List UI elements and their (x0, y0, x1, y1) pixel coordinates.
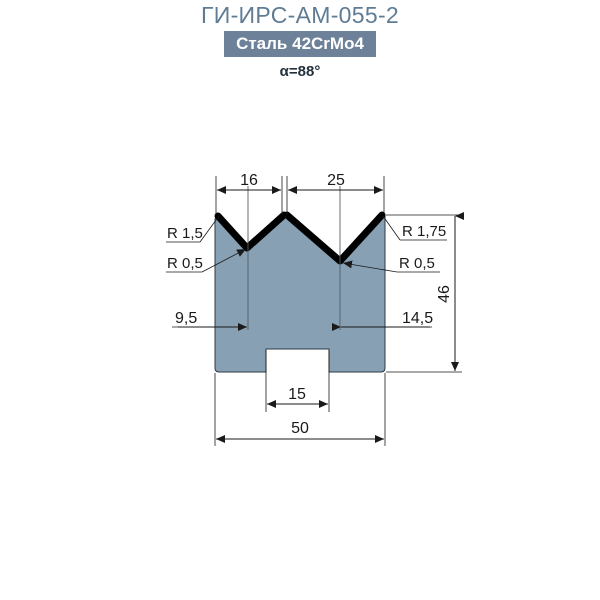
dim-label-50: 50 (291, 420, 309, 437)
leader-r15 (199, 215, 220, 243)
label-r15: R 1,5 (167, 225, 203, 242)
label-r175: R 1,75 (402, 223, 446, 240)
left-v-groove-surface (214, 211, 288, 252)
label-r05-left: R 0,5 (167, 255, 203, 272)
dim-label-15: 15 (288, 386, 306, 403)
leader-r175 (382, 215, 401, 241)
angle-label: α=88° (279, 63, 321, 80)
dim-label-25: 25 (327, 172, 345, 189)
leader-r05-right (342, 260, 398, 273)
leader-r05-left (201, 248, 247, 273)
dim-label-46: 46 (436, 285, 453, 303)
label-r05-right: R 0,5 (399, 255, 435, 272)
dim-label-16: 16 (240, 172, 258, 189)
material-badge-wrap: Сталь 42CrMo4 (0, 31, 600, 57)
page-title: ГИ-ИРС-АМ-055-2 (200, 2, 399, 28)
header: ГИ-ИРС-АМ-055-2 Сталь 42CrMo4 α=88° (0, 0, 600, 80)
dim-label-145: 14,5 (402, 310, 433, 327)
material-badge: Сталь 42CrMo4 (224, 31, 376, 57)
dim-label-95: 9,5 (175, 310, 197, 327)
